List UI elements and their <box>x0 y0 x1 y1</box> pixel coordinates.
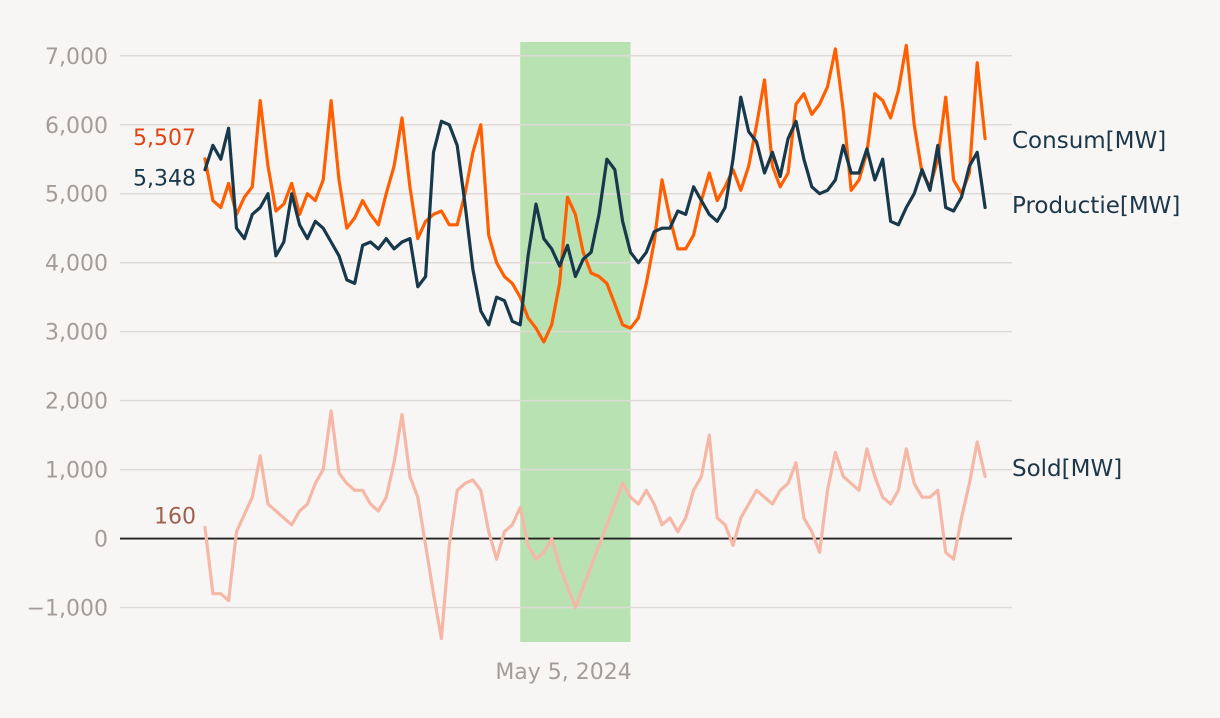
x-tick-label: May 5, 2024 <box>495 660 631 685</box>
y-tick-label: 1,000 <box>45 459 108 484</box>
sold-line <box>203 409 987 641</box>
productie-line <box>203 95 987 327</box>
y-tick-label: 7,000 <box>45 45 108 70</box>
sold-series-label: Sold[MW] <box>1012 456 1122 482</box>
y-tick-label: −1,000 <box>27 597 108 622</box>
highlight-layer <box>520 42 631 642</box>
y-tick-label: 6,000 <box>45 114 108 139</box>
series-layer <box>203 43 987 641</box>
consum-start-value: 5,507 <box>133 126 196 151</box>
consum-series-label: Consum[MW] <box>1012 128 1166 154</box>
productie-series-label: Productie[MW] <box>1012 193 1180 219</box>
productie-start-value: 5,348 <box>133 167 196 192</box>
label-layer: 7,000 6,000 5,000 4,000 3,000 2,000 1,000 0 −1,0… <box>27 45 1181 685</box>
highlight-band <box>520 42 631 642</box>
y-tick-label: 2,000 <box>45 390 108 415</box>
y-tick-label: 5,000 <box>45 183 108 208</box>
y-tick-label: 4,000 <box>45 252 108 277</box>
consum-line <box>203 43 987 344</box>
sold-start-value: 160 <box>154 505 196 530</box>
y-tick-label: 3,000 <box>45 321 108 346</box>
y-tick-label: 0 <box>94 528 108 553</box>
